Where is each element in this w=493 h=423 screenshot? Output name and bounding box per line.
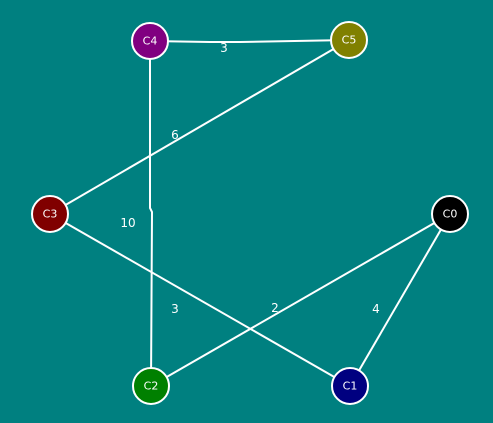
node-c1-label: C1 [343,380,358,393]
nodes-layer: C0 C1 C2 C3 C4 C5 [31,21,469,405]
edges-layer: 3 6 10 3 2 4 [49,39,451,387]
node-c5-circle [330,21,368,59]
node-c4[interactable]: C4 [131,22,169,60]
edge-label-c4-c5: 3 [220,41,228,55]
edge-c3-c1 [49,213,351,387]
node-c2[interactable]: C2 [132,367,170,405]
edge-label-c5-c3: 6 [171,128,179,142]
node-c4-label: C4 [143,35,158,48]
edge-label-c4-c2: 10 [120,216,135,230]
node-c1[interactable]: C1 [331,367,369,405]
edge-c4-c2 [149,41,154,387]
node-c0[interactable]: C0 [431,195,469,233]
node-c0-circle [431,195,469,233]
node-c2-circle [132,367,170,405]
node-c5[interactable]: C5 [330,21,368,59]
node-c3[interactable]: C3 [31,195,69,233]
node-c0-label: C0 [443,208,458,221]
node-c1-circle [331,367,369,405]
edge-c0-c2 [150,213,451,387]
node-c5-label: C5 [342,34,357,47]
node-c3-label: C3 [43,208,58,221]
node-c2-label: C2 [144,380,159,393]
edge-c5-c3 [49,39,350,215]
node-c4-circle [131,22,169,60]
node-c3-circle [31,195,69,233]
edge-label-c0-c1: 4 [372,302,380,316]
edge-label-c3-c1: 3 [171,302,179,316]
edge-label-c0-c2: 2 [271,301,279,315]
edge-c0-c1 [349,213,451,387]
edge-c4-c5 [149,39,350,43]
